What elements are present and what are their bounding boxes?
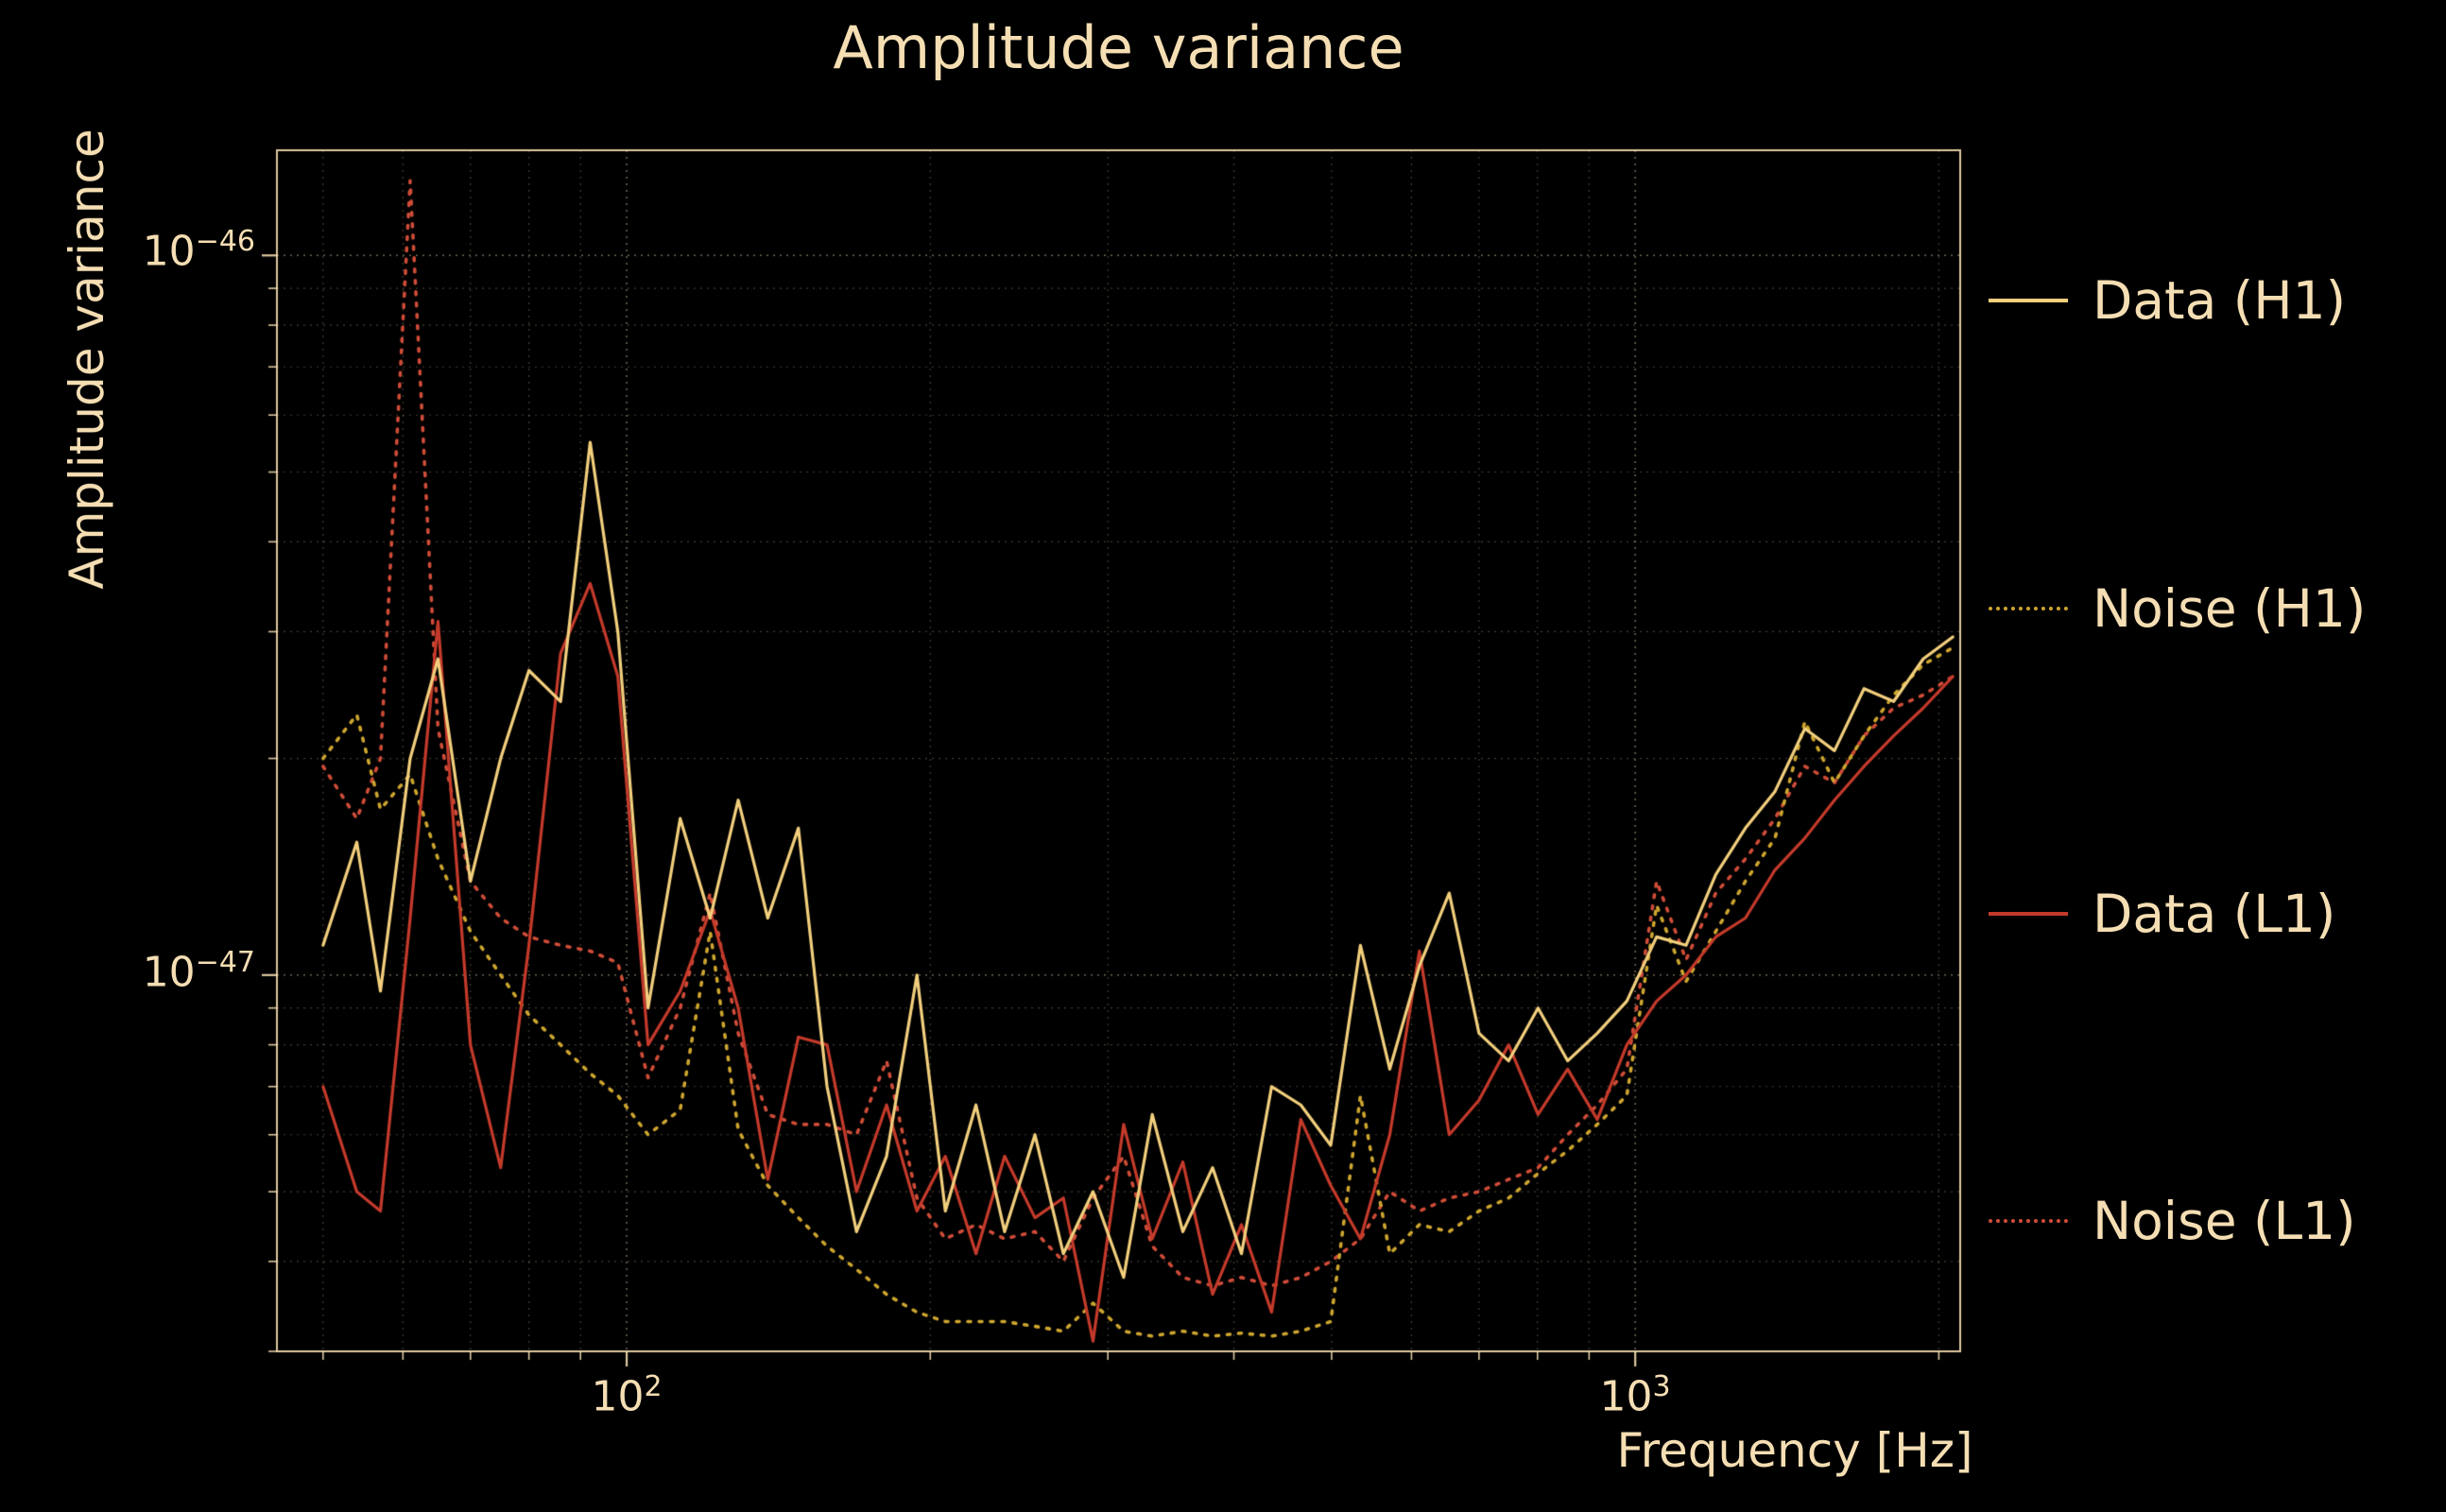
x-tick-label-1000: 103 xyxy=(1599,1370,1670,1421)
legend-item-noise-l1: Noise (L1) xyxy=(1989,1183,2356,1259)
legend-label: Noise (H1) xyxy=(2093,578,2367,639)
x-tick-label-100: 102 xyxy=(591,1370,662,1421)
legend-line-sample xyxy=(1989,299,2068,302)
chart-title: Amplitude variance xyxy=(833,13,1404,82)
legend-item-noise-h1: Noise (H1) xyxy=(1989,571,2366,646)
legend-line-sample xyxy=(1989,607,2068,610)
y-tick-base: 10 xyxy=(142,948,196,997)
y-tick-label-1e-47: 10−47 xyxy=(95,946,255,997)
y-axis-label: Amplitude variance xyxy=(60,129,114,590)
legend-item-data-l1: Data (L1) xyxy=(1989,876,2335,952)
y-tick-base: 10 xyxy=(142,227,196,276)
x-tick-exp: 2 xyxy=(644,1370,663,1403)
y-tick-exp: −47 xyxy=(195,946,255,979)
legend-item-data-h1: Data (H1) xyxy=(1989,263,2346,338)
legend-label: Data (L1) xyxy=(2093,884,2336,944)
y-tick-label-1e-46: 10−46 xyxy=(95,225,255,276)
x-tick-base: 10 xyxy=(1599,1372,1653,1421)
x-tick-base: 10 xyxy=(591,1372,645,1421)
x-tick-exp: 3 xyxy=(1652,1370,1671,1403)
legend-label: Data (H1) xyxy=(2093,270,2347,331)
legend-label: Noise (L1) xyxy=(2093,1191,2356,1251)
legend-line-sample xyxy=(1989,1219,2068,1223)
y-tick-exp: −46 xyxy=(195,225,255,258)
legend-line-sample xyxy=(1989,912,2068,916)
x-axis-label: Frequency [Hz] xyxy=(1616,1423,1973,1478)
